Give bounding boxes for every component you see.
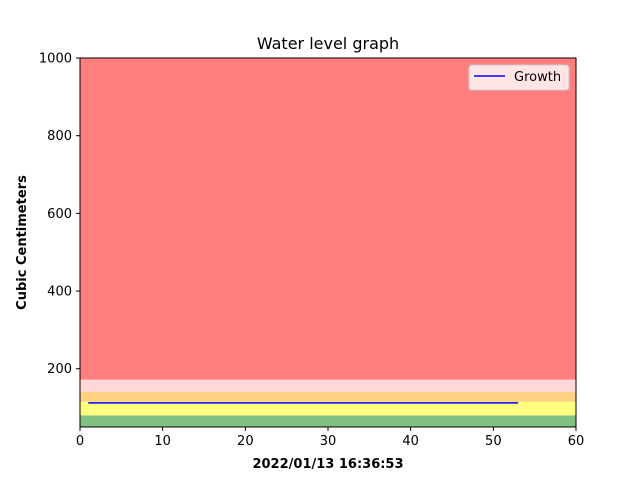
band-4 [80, 58, 576, 380]
y-tick-label: 800 [47, 129, 72, 144]
chart-title: Water level graph [257, 34, 399, 53]
y-axis-ticks: 200 400 600 800 1000 [39, 52, 80, 377]
band-1 [80, 401, 576, 416]
y-tick-label: 1000 [39, 52, 72, 67]
legend: Growth [468, 64, 570, 91]
y-tick-label: 600 [47, 207, 72, 222]
x-tick-label: 40 [402, 434, 419, 449]
x-tick-label: 20 [237, 434, 254, 449]
band-3 [80, 379, 576, 393]
legend-box [468, 64, 570, 91]
band-0 [80, 415, 576, 427]
threshold-bands [80, 58, 576, 427]
legend-label-growth: Growth [514, 70, 561, 85]
x-axis-ticks: 0 10 20 30 40 50 60 [76, 427, 584, 449]
y-axis-title: Cubic Centimeters [15, 175, 30, 310]
x-axis-title: 2022/01/13 16:36:53 [252, 457, 403, 472]
x-tick-label: 50 [485, 434, 502, 449]
y-tick-label: 400 [47, 285, 72, 300]
x-tick-label: 30 [320, 434, 337, 449]
y-tick-label: 200 [47, 362, 72, 377]
x-tick-label: 10 [154, 434, 171, 449]
x-tick-label: 0 [76, 434, 84, 449]
x-tick-label: 60 [568, 434, 585, 449]
band-2 [80, 392, 576, 402]
